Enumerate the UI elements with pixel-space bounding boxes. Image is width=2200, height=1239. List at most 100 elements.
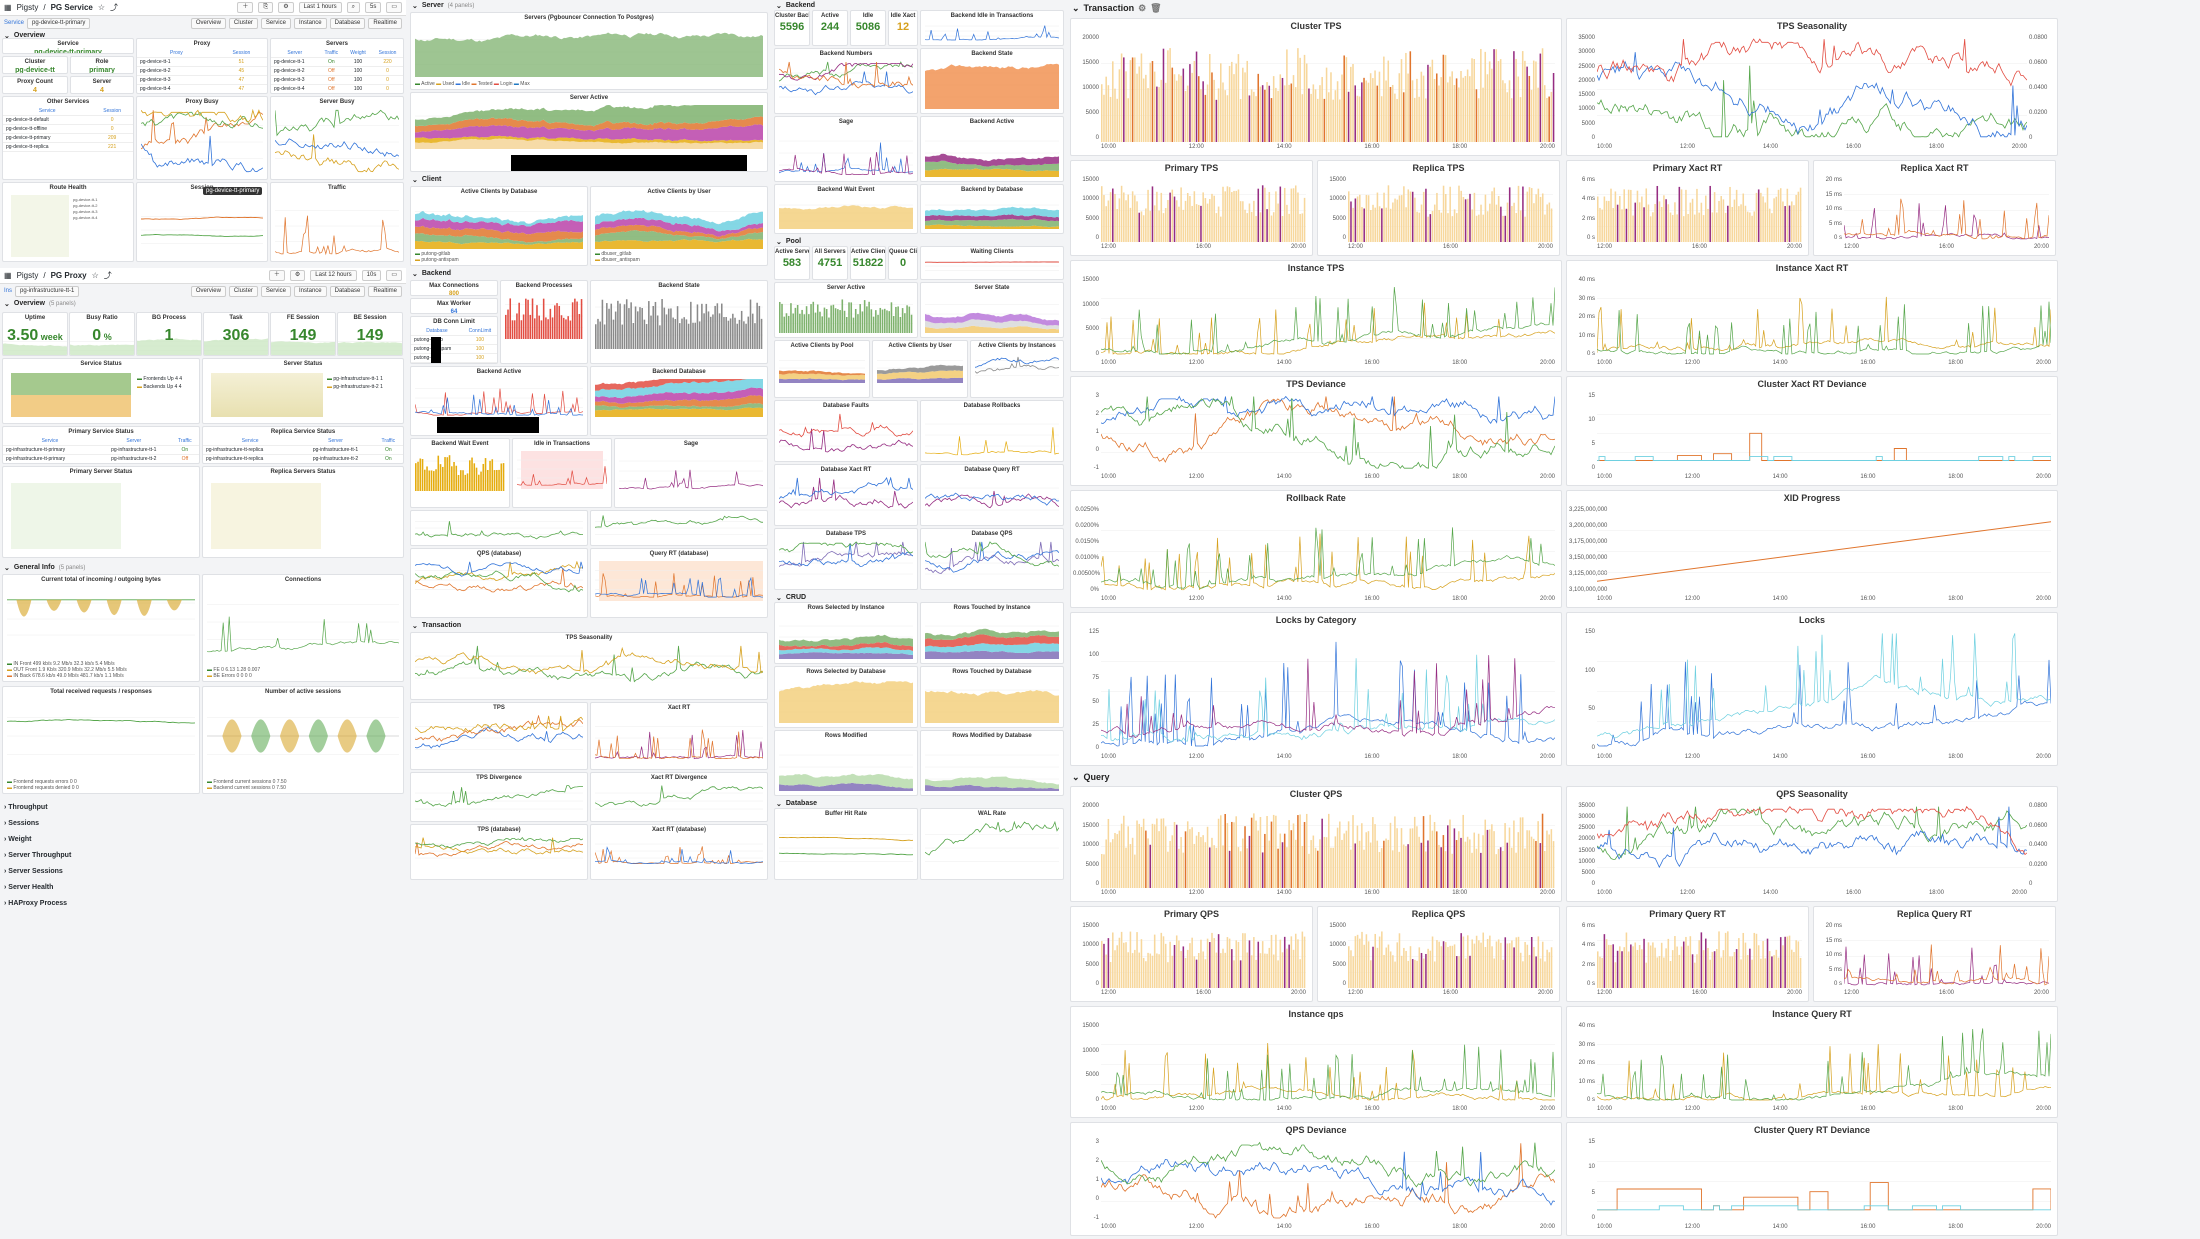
row-pool[interactable]: ⌄ Pool <box>776 238 802 246</box>
tv-icon[interactable]: ▭ <box>386 2 402 13</box>
breadcrumb-page[interactable]: PG Proxy <box>50 271 87 280</box>
link-database[interactable]: Database <box>329 285 366 297</box>
column-header[interactable]: Database <box>411 327 463 336</box>
panel-title[interactable]: Cluster Query RT Deviance <box>1753 1125 1871 1135</box>
column-header[interactable]: Service <box>3 437 97 446</box>
panel-title[interactable]: Instance Query RT <box>1772 1009 1852 1019</box>
tv-icon[interactable]: ▭ <box>386 270 402 281</box>
panel-title[interactable]: Rollback Rate <box>1286 493 1346 503</box>
trash-icon[interactable]: 🗑 <box>1150 2 1162 13</box>
column-header[interactable]: Traffic <box>373 437 403 446</box>
row-weight[interactable]: › Weight <box>4 836 32 843</box>
grid-icon[interactable]: ▦ <box>4 271 12 280</box>
settings-icon[interactable]: ⚙ <box>289 270 306 281</box>
link-realtime[interactable]: Realtime <box>368 17 402 29</box>
column-header[interactable]: Proxy <box>137 49 216 58</box>
row-overview[interactable]: ⌄ Overview <box>4 32 46 40</box>
panel-title[interactable]: Replica Query RT <box>1896 909 1973 919</box>
row-transaction[interactable]: ⌄ Transaction ⚙ 🗑 <box>1072 2 1162 14</box>
share-icon[interactable]: ⤴ <box>110 3 119 12</box>
star-icon[interactable]: ☆ <box>97 3 106 12</box>
row-query[interactable]: ⌄ Query <box>1072 771 1110 783</box>
row-backend[interactable]: ⌄ Backend <box>776 2 816 10</box>
panel-title[interactable]: Replica QPS <box>1411 909 1466 919</box>
column-header[interactable]: Server <box>96 437 171 446</box>
row-backend[interactable]: ⌄ Backend <box>412 270 452 278</box>
panel-title[interactable]: XID Progress <box>1783 493 1841 503</box>
row-haproxy-process[interactable]: › HAProxy Process <box>4 900 68 907</box>
panel-title[interactable]: Primary TPS <box>1164 163 1219 173</box>
panel-title[interactable]: QPS Seasonality <box>1776 789 1848 799</box>
service-select[interactable]: pg-device-tt-primary <box>27 17 91 29</box>
instance-select[interactable]: pg-infrastructure-tt-1 <box>15 285 80 297</box>
panel-title[interactable]: Cluster Xact RT Deviance <box>1757 379 1867 389</box>
save-icon[interactable]: ⎘ <box>258 2 274 13</box>
grid-icon[interactable]: ▦ <box>4 3 12 12</box>
row-server-health[interactable]: › Server Health <box>4 884 54 891</box>
panel-title[interactable]: Cluster QPS <box>1289 789 1343 799</box>
link-cluster[interactable]: Cluster <box>228 285 258 297</box>
link-service[interactable]: Service <box>260 285 291 297</box>
row-database[interactable]: ⌄ Database <box>776 800 818 808</box>
link-cluster[interactable]: Cluster <box>228 17 258 29</box>
column-header[interactable]: Server <box>271 49 319 58</box>
link-service[interactable]: Service <box>260 17 291 29</box>
panel-title[interactable]: Primary QPS <box>1163 909 1220 919</box>
panel-title[interactable]: Instance Xact RT <box>1775 263 1849 273</box>
panel-title[interactable]: Instance TPS <box>1287 263 1345 273</box>
row-client[interactable]: ⌄ Client <box>412 176 442 184</box>
link-overview[interactable]: Overview <box>190 17 226 29</box>
row-server-sessions[interactable]: › Server Sessions <box>4 868 63 875</box>
breadcrumb-page[interactable]: PG Service <box>50 3 93 12</box>
row-overview[interactable]: ⌄ Overview (5 panels) <box>4 300 76 308</box>
column-header[interactable]: Service <box>3 107 92 116</box>
row-server-throughput[interactable]: › Server Throughput <box>4 852 72 859</box>
panel-title[interactable]: TPS Deviance <box>1286 379 1346 389</box>
settings-icon[interactable]: ⚙ <box>278 2 294 13</box>
panel-title[interactable]: Replica Xact RT <box>1900 163 1969 173</box>
panel-title[interactable]: Primary Xact RT <box>1652 163 1723 173</box>
star-icon[interactable]: ☆ <box>91 271 99 280</box>
share-icon[interactable]: ⤴ <box>103 271 112 280</box>
bar <box>460 470 462 491</box>
settings-icon[interactable]: ⚙ <box>1138 2 1147 13</box>
column-header[interactable]: Traffic <box>318 49 345 58</box>
add-panel-button[interactable]: ＋ <box>237 2 254 13</box>
column-header[interactable]: Server <box>297 437 374 446</box>
row-sessions[interactable]: › Sessions <box>4 820 40 827</box>
column-header[interactable]: ConnLimit <box>462 327 497 336</box>
panel-title[interactable]: Replica TPS <box>1412 163 1465 173</box>
panel-title[interactable]: Primary Query RT <box>1649 909 1726 919</box>
link-database[interactable]: Database <box>329 17 366 29</box>
breadcrumb-root[interactable]: Pigsty <box>16 3 39 12</box>
panel-title[interactable]: Locks by Category <box>1275 615 1357 625</box>
link-realtime[interactable]: Realtime <box>368 285 402 297</box>
panel-title[interactable]: TPS Seasonality <box>1776 21 1848 31</box>
zoom-out-icon[interactable]: ⌕ <box>346 2 360 13</box>
link-instance[interactable]: Instance <box>293 17 327 29</box>
link-instance[interactable]: Instance <box>293 285 327 297</box>
row-crud[interactable]: ⌄ CRUD <box>776 594 807 602</box>
y-tick: 10 ms <box>1825 952 1842 958</box>
add-panel-button[interactable]: ＋ <box>268 270 285 281</box>
time-picker[interactable]: Last 12 hours <box>310 270 357 281</box>
row-throughput[interactable]: › Throughput <box>4 804 48 811</box>
breadcrumb-root[interactable]: Pigsty <box>16 271 39 280</box>
column-header[interactable]: Session <box>91 107 133 116</box>
column-header[interactable]: Service <box>203 437 298 446</box>
panel-title[interactable]: Instance qps <box>1288 1009 1344 1019</box>
panel-title[interactable]: Locks <box>1798 615 1825 625</box>
refresh-button[interactable]: 5s <box>364 2 382 13</box>
row-server[interactable]: ⌄ Server (4 panels) <box>412 2 475 10</box>
panel-title[interactable]: Cluster TPS <box>1290 21 1342 31</box>
refresh-button[interactable]: 10s <box>361 270 382 281</box>
column-header[interactable]: Session <box>215 49 267 58</box>
panel-title[interactable]: QPS Deviance <box>1285 1125 1347 1135</box>
column-header[interactable]: Session <box>372 49 403 58</box>
time-picker[interactable]: Last 1 hours <box>298 2 342 13</box>
link-overview[interactable]: Overview <box>190 285 226 297</box>
column-header[interactable]: Weight <box>344 49 373 58</box>
row-transaction[interactable]: ⌄ Transaction <box>412 622 462 630</box>
column-header[interactable]: Traffic <box>170 437 199 446</box>
row-general-info[interactable]: ⌄ General Info (5 panels) <box>4 564 86 572</box>
